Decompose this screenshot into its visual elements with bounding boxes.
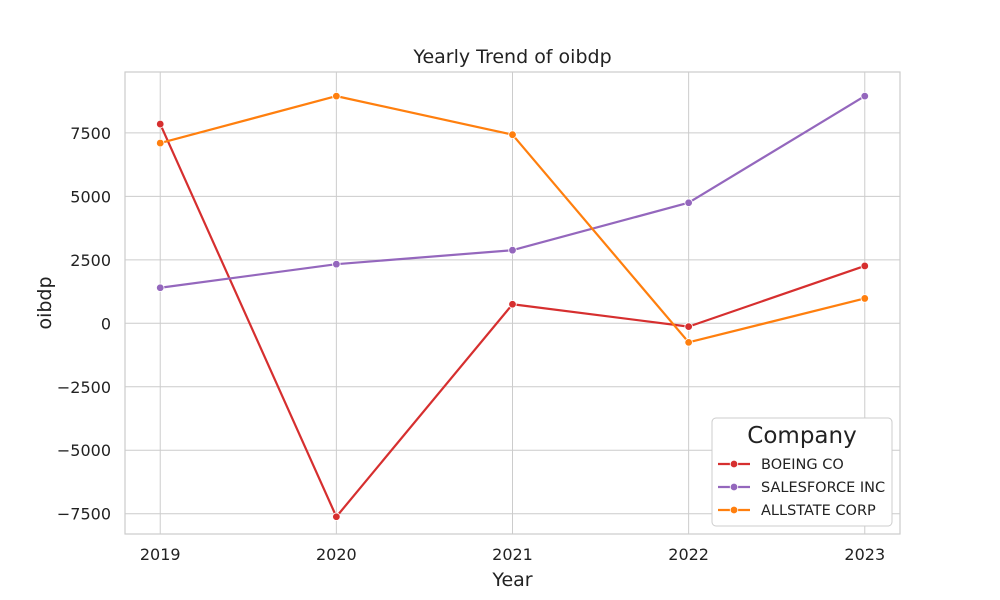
legend-label: BOEING CO xyxy=(761,457,844,473)
x-tick-label: 2023 xyxy=(844,545,885,564)
y-tick-labels: −7500 −5000 −2500 0 2500 5000 7500 xyxy=(57,124,111,524)
data-point xyxy=(684,322,693,331)
legend-label: SALESFORCE INC xyxy=(761,480,885,496)
y-tick-label: −2500 xyxy=(57,378,111,397)
x-tick-label: 2021 xyxy=(492,545,533,564)
data-point xyxy=(860,91,869,101)
y-tick-label: 2500 xyxy=(70,251,111,270)
series-lines xyxy=(156,91,869,521)
y-tick-label: 0 xyxy=(101,314,111,333)
grid-lines xyxy=(125,72,900,534)
y-tick-label: −5000 xyxy=(57,441,111,460)
data-point xyxy=(156,119,165,129)
data-point xyxy=(684,338,693,347)
data-point xyxy=(860,294,869,303)
data-point xyxy=(860,261,869,271)
y-tick-label: 5000 xyxy=(70,187,111,206)
data-point xyxy=(332,512,341,521)
legend-swatch-marker xyxy=(729,482,739,492)
data-point xyxy=(332,259,341,269)
x-tick-label: 2019 xyxy=(140,545,181,564)
data-point xyxy=(508,245,517,255)
data-point xyxy=(156,138,165,148)
data-point xyxy=(156,283,165,292)
data-point xyxy=(684,198,693,207)
x-tick-labels: 2019 2020 2021 2022 2023 xyxy=(140,545,885,564)
x-tick-label: 2022 xyxy=(668,545,709,564)
data-point xyxy=(508,130,517,139)
legend-swatch-marker xyxy=(729,459,739,469)
legend: Company BOEING CO SALESFORCE INC ALLSTATE … xyxy=(711,417,893,527)
legend-title: Company xyxy=(747,423,856,449)
legend-items: BOEING CO SALESFORCE INC ALLSTATE CORP xyxy=(718,457,885,519)
data-point xyxy=(508,300,517,309)
chart-title: Yearly Trend of oibdp xyxy=(412,46,611,68)
legend-label: ALLSTATE CORP xyxy=(761,503,876,519)
data-point xyxy=(332,91,341,101)
legend-box xyxy=(711,417,893,527)
y-tick-label: 7500 xyxy=(70,124,111,143)
plot-frame xyxy=(124,71,901,535)
y-axis-label: oibdp xyxy=(34,276,56,329)
legend-swatch-marker xyxy=(729,505,739,515)
y-tick-label: −7500 xyxy=(57,505,111,524)
x-axis-label: Year xyxy=(491,569,532,591)
x-tick-label: 2020 xyxy=(316,545,357,564)
